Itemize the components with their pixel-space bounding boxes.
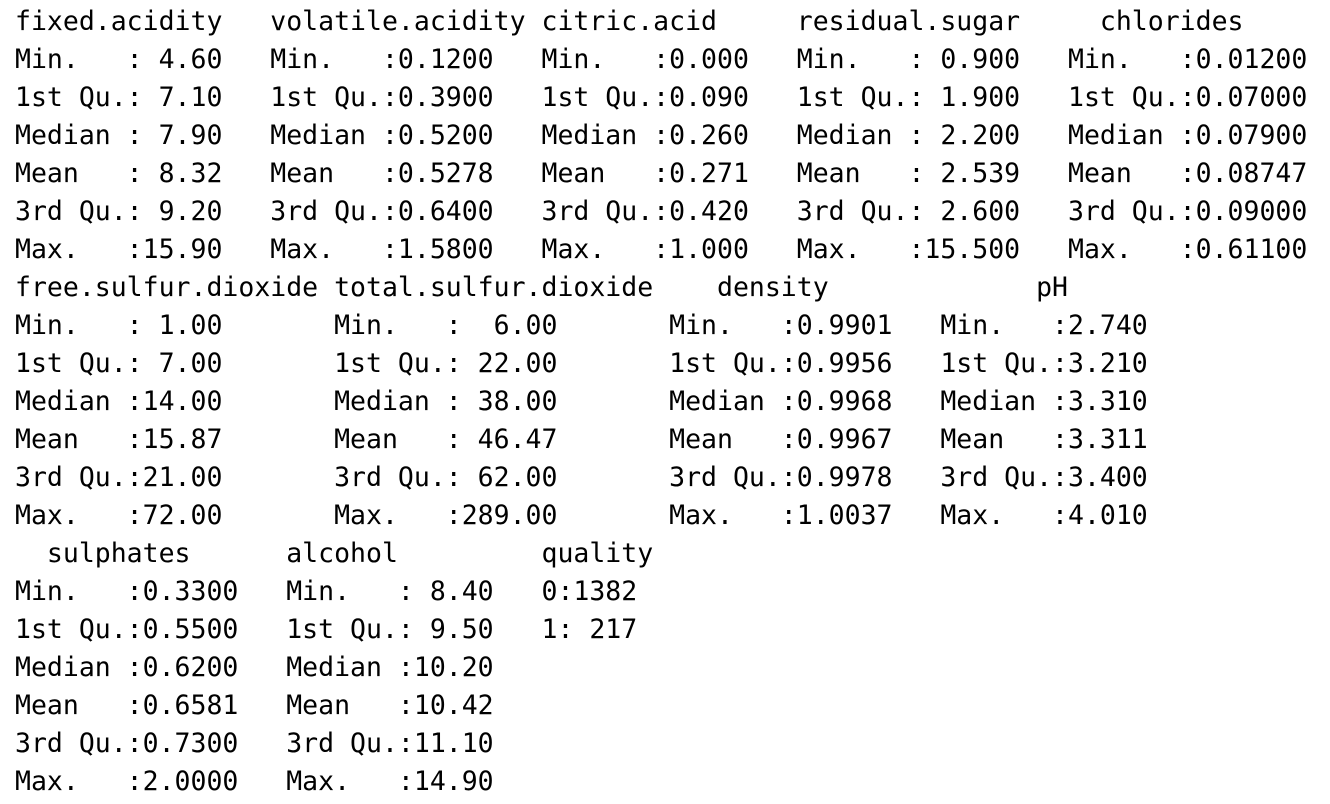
stat-row-3rd-qu: 3rd Qu.:21.00 3rd Qu.: 62.00 3rd Qu.:0.9… xyxy=(15,462,1148,493)
stat-row-median: Median :0.6200 Median :10.20 xyxy=(15,652,494,683)
stat-row-mean: Mean : 8.32 Mean :0.5278 Mean :0.271 Mea… xyxy=(15,158,1308,189)
column-headers: fixed.acidity volatile.acidity citric.ac… xyxy=(15,6,1244,37)
stat-row-1st-qu: 1st Qu.: 7.10 1st Qu.:0.3900 1st Qu.:0.0… xyxy=(15,82,1308,113)
r-console-output: fixed.acidity volatile.acidity citric.ac… xyxy=(15,3,1307,801)
stat-row-1st-qu: 1st Qu.:0.5500 1st Qu.: 9.50 1: 217 xyxy=(15,614,638,645)
stat-row-min: Min. : 4.60 Min. :0.1200 Min. :0.000 Min… xyxy=(15,44,1308,75)
stat-row-max: Max. :15.90 Max. :1.5800 Max. :1.000 Max… xyxy=(15,234,1308,265)
stat-row-min: Min. :0.3300 Min. : 8.40 0:1382 xyxy=(15,576,638,607)
column-headers: sulphates alcohol quality xyxy=(15,538,654,569)
stat-row-max: Max. :2.0000 Max. :14.90 xyxy=(15,766,494,797)
summary-block-3: sulphates alcohol quality Min. :0.3300 M… xyxy=(15,535,1307,801)
stat-row-1st-qu: 1st Qu.: 7.00 1st Qu.: 22.00 1st Qu.:0.9… xyxy=(15,348,1148,379)
stat-row-3rd-qu: 3rd Qu.:0.7300 3rd Qu.:11.10 xyxy=(15,728,494,759)
stat-row-mean: Mean :15.87 Mean : 46.47 Mean :0.9967 Me… xyxy=(15,424,1148,455)
stat-row-max: Max. :72.00 Max. :289.00 Max. :1.0037 Ma… xyxy=(15,500,1148,531)
stat-row-min: Min. : 1.00 Min. : 6.00 Min. :0.9901 Min… xyxy=(15,310,1148,341)
summary-block-2: free.sulfur.dioxide total.sulfur.dioxide… xyxy=(15,269,1307,535)
stat-row-median: Median : 7.90 Median :0.5200 Median :0.2… xyxy=(15,120,1308,151)
stat-row-3rd-qu: 3rd Qu.: 9.20 3rd Qu.:0.6400 3rd Qu.:0.4… xyxy=(15,196,1308,227)
summary-block-1: fixed.acidity volatile.acidity citric.ac… xyxy=(15,3,1307,269)
stat-row-mean: Mean :0.6581 Mean :10.42 xyxy=(15,690,494,721)
stat-row-median: Median :14.00 Median : 38.00 Median :0.9… xyxy=(15,386,1148,417)
column-headers: free.sulfur.dioxide total.sulfur.dioxide… xyxy=(15,272,1068,303)
